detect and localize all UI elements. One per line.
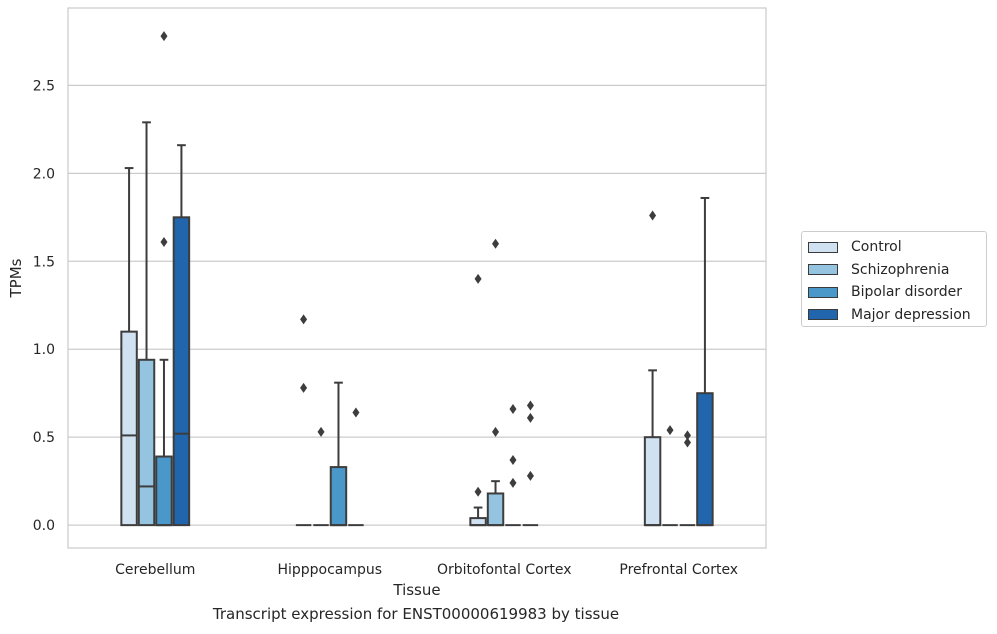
outlier-marker <box>509 404 517 415</box>
legend-swatch <box>808 286 838 298</box>
outlier-marker <box>352 407 360 418</box>
x-axis-label: Tissue <box>392 581 440 599</box>
box-group <box>469 238 539 527</box>
x-tick-label: Orbitofontal Cortex <box>437 562 572 578</box>
box-body <box>643 436 662 527</box>
legend-label: Bipolar disorder <box>851 284 963 301</box>
outlier-marker <box>509 455 517 466</box>
box-body <box>696 392 714 527</box>
legend: Control Schizophrenia Bipolar disorder Majo… <box>801 231 987 327</box>
legend-swatch <box>808 309 838 321</box>
box-body <box>486 492 505 527</box>
y-tick-label: 0.0 <box>33 518 55 534</box>
outlier-marker <box>300 314 308 325</box>
x-tick-label: Cerebellum <box>115 562 195 578</box>
legend-label: Schizophrenia <box>851 261 950 278</box>
x-tick-labels: Cerebellum Hipppocampus Orbitofontal Corte… <box>115 562 738 578</box>
y-tick-label: 0.5 <box>33 430 55 446</box>
outlier-marker <box>474 273 482 284</box>
outlier-marker <box>649 210 657 221</box>
legend-swatch <box>808 264 838 276</box>
box-group <box>643 196 714 527</box>
legend-item: Schizophrenia <box>808 259 980 282</box>
legend-label: Major depression <box>851 306 971 323</box>
box-body <box>469 517 487 527</box>
y-tick-label: 2.0 <box>33 166 55 182</box>
outlier-marker <box>526 470 534 481</box>
box-group <box>295 314 364 527</box>
outlier-marker <box>492 238 500 249</box>
outlier-marker <box>300 382 308 393</box>
legend-item: Major depression <box>808 304 980 327</box>
plot-frame <box>67 7 767 549</box>
outlier-marker <box>160 31 168 42</box>
y-tick-labels: 0.0 0.5 1.0 1.5 2.0 2.5 <box>33 78 55 534</box>
legend-swatch <box>808 241 838 253</box>
box-body <box>137 358 156 527</box>
outlier-marker <box>683 437 691 448</box>
outlier-marker <box>526 412 534 423</box>
outlier-marker <box>492 426 500 437</box>
outlier-marker <box>160 236 168 247</box>
box-body <box>155 455 173 527</box>
outlier-marker <box>526 400 534 411</box>
outlier-marker <box>509 477 517 488</box>
outlier-marker <box>683 430 691 441</box>
box-body <box>120 330 138 527</box>
outlier-marker <box>317 426 325 437</box>
box-body <box>329 466 348 527</box>
y-tick-label: 1.0 <box>33 342 55 358</box>
outlier-marker <box>666 425 674 436</box>
box-groups <box>120 31 714 527</box>
legend-label: Control <box>851 239 902 256</box>
box-group <box>120 31 191 527</box>
y-tick-label: 1.5 <box>33 254 55 270</box>
x-tick-label: Hipppocampus <box>277 562 382 578</box>
y-tick-label: 2.5 <box>33 78 55 94</box>
y-axis-label: TPMs <box>7 258 25 298</box>
chart-caption: Transcript expression for ENST0000061998… <box>212 605 620 623</box>
legend-item: Bipolar disorder <box>808 281 980 304</box>
box-body <box>172 216 191 527</box>
outlier-marker <box>474 486 482 497</box>
x-tick-label: Prefrontal Cortex <box>619 562 738 578</box>
legend-item: Control <box>808 236 980 259</box>
